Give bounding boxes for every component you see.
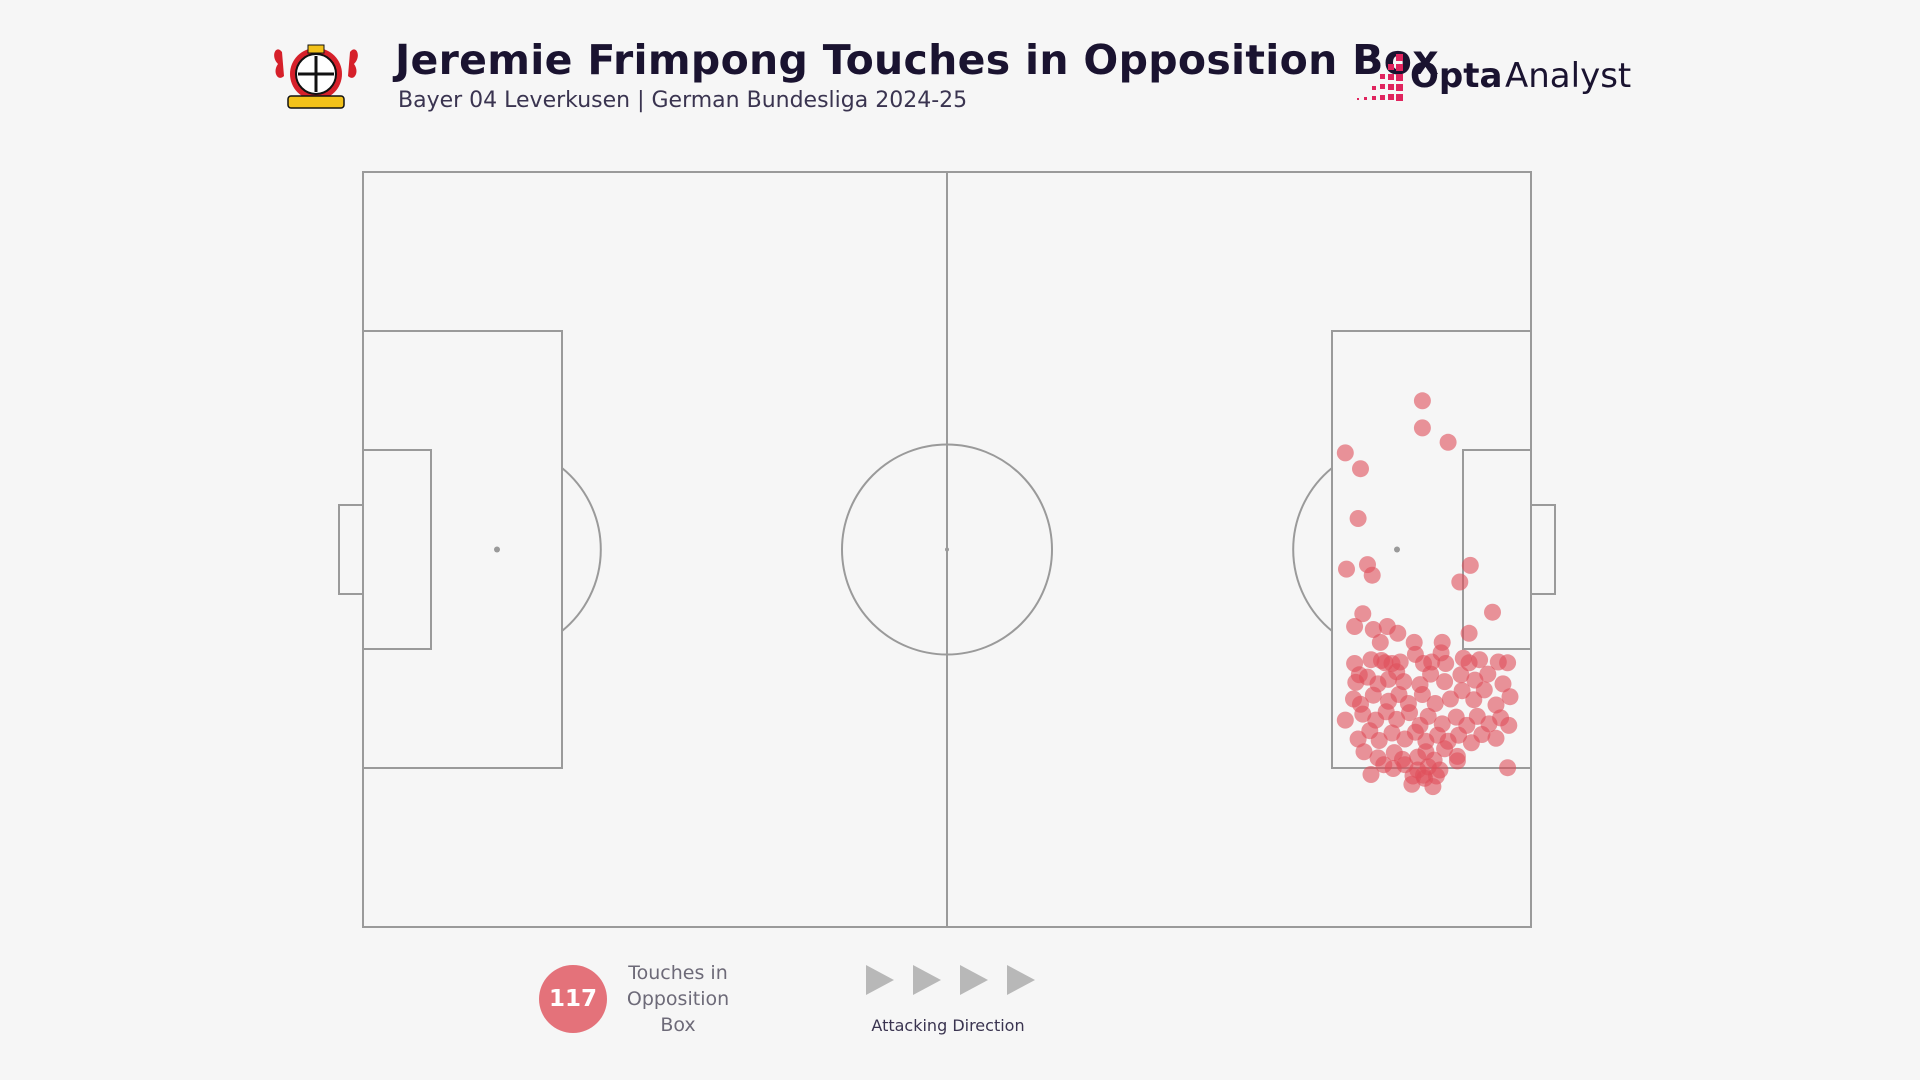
left-penalty-area (362, 330, 563, 769)
opta-analyst-logo: Opta Analyst (1352, 50, 1631, 106)
touch-point (1346, 618, 1364, 635)
touch-point (1439, 433, 1457, 451)
touch-point (1450, 726, 1468, 744)
touch-point (1451, 573, 1469, 591)
touch-point (1370, 732, 1388, 749)
touch-point (1362, 766, 1380, 783)
touch-point (1413, 686, 1431, 703)
play-arrow-icon (866, 965, 894, 995)
touch-point (1473, 726, 1491, 743)
touch-point (1453, 682, 1471, 700)
touch-point (1460, 624, 1478, 642)
centre-spot (945, 547, 949, 552)
attacking-direction-arrows (866, 965, 1035, 995)
touch-point (1413, 392, 1431, 410)
touch-point (1401, 704, 1418, 722)
touch-point (1475, 681, 1493, 699)
left-six-yard-box (362, 449, 432, 650)
touch-point (1499, 654, 1517, 672)
touch-point (1419, 707, 1437, 725)
touch-point (1484, 603, 1501, 621)
touch-point (1336, 444, 1354, 462)
touch-count-badge (539, 965, 607, 1033)
touch-point (1354, 605, 1372, 623)
touch-point (1338, 560, 1355, 578)
right-goal (1530, 504, 1556, 595)
touch-point (1383, 724, 1401, 742)
touch-point (1422, 665, 1440, 683)
touch-point (1494, 675, 1512, 693)
touch-point (1499, 759, 1517, 777)
touch-point (1461, 556, 1479, 574)
touch-point (1336, 711, 1354, 729)
touch-point (1364, 621, 1382, 638)
touch-point (1364, 686, 1382, 704)
touch-point (1354, 705, 1372, 723)
touch-point (1424, 778, 1442, 796)
touch-point (1487, 729, 1505, 747)
touch-point (1413, 419, 1431, 437)
touch-point (1426, 695, 1444, 712)
play-arrow-icon (1007, 965, 1035, 995)
touch-point (1403, 775, 1421, 793)
touch-point (1448, 752, 1466, 770)
chart-title: Jeremie Frimpong Touches in Opposition B… (395, 36, 1439, 84)
centre-circle (841, 443, 1053, 656)
brand-name-bold: Opta (1410, 56, 1503, 96)
opta-pixel-mark-icon (1357, 54, 1403, 101)
play-arrow-icon (913, 965, 941, 995)
attacking-direction-label: Attacking Direction (871, 1016, 1025, 1035)
touch-markers (1336, 392, 1519, 796)
right-penalty-spot (1394, 546, 1400, 553)
play-arrow-icon (960, 965, 988, 995)
touch-point (1436, 740, 1454, 758)
touch-point (1395, 673, 1413, 691)
touch-point (1388, 710, 1406, 728)
touch-point (1352, 460, 1369, 478)
touch-point (1371, 633, 1389, 651)
touch-point (1471, 651, 1489, 669)
touch-point (1355, 743, 1373, 761)
touch-point (1487, 696, 1505, 714)
chart-subtitle: Bayer 04 Leverkusen | German Bundesliga … (398, 88, 968, 113)
touch-point (1389, 624, 1407, 642)
left-penalty-arc (561, 467, 602, 632)
touch-point (1452, 666, 1470, 684)
left-penalty-spot (494, 546, 500, 553)
touch-point (1437, 655, 1455, 672)
touch-point (1349, 510, 1367, 527)
touch-point (1500, 716, 1518, 734)
touch-point (1479, 665, 1497, 683)
touch-point (1436, 673, 1454, 691)
touch-count-value: 117 (548, 986, 597, 1012)
touch-count-label: Touches in Opposition Box (626, 962, 730, 1036)
left-goal (338, 504, 364, 595)
touch-point (1363, 566, 1381, 584)
touch-point (1415, 766, 1432, 784)
brand-name-light: Analyst (1505, 56, 1632, 96)
right-penalty-arc (1292, 467, 1333, 632)
touch-point (1501, 688, 1519, 706)
bayer-leverkusen-crest-icon (274, 44, 358, 109)
